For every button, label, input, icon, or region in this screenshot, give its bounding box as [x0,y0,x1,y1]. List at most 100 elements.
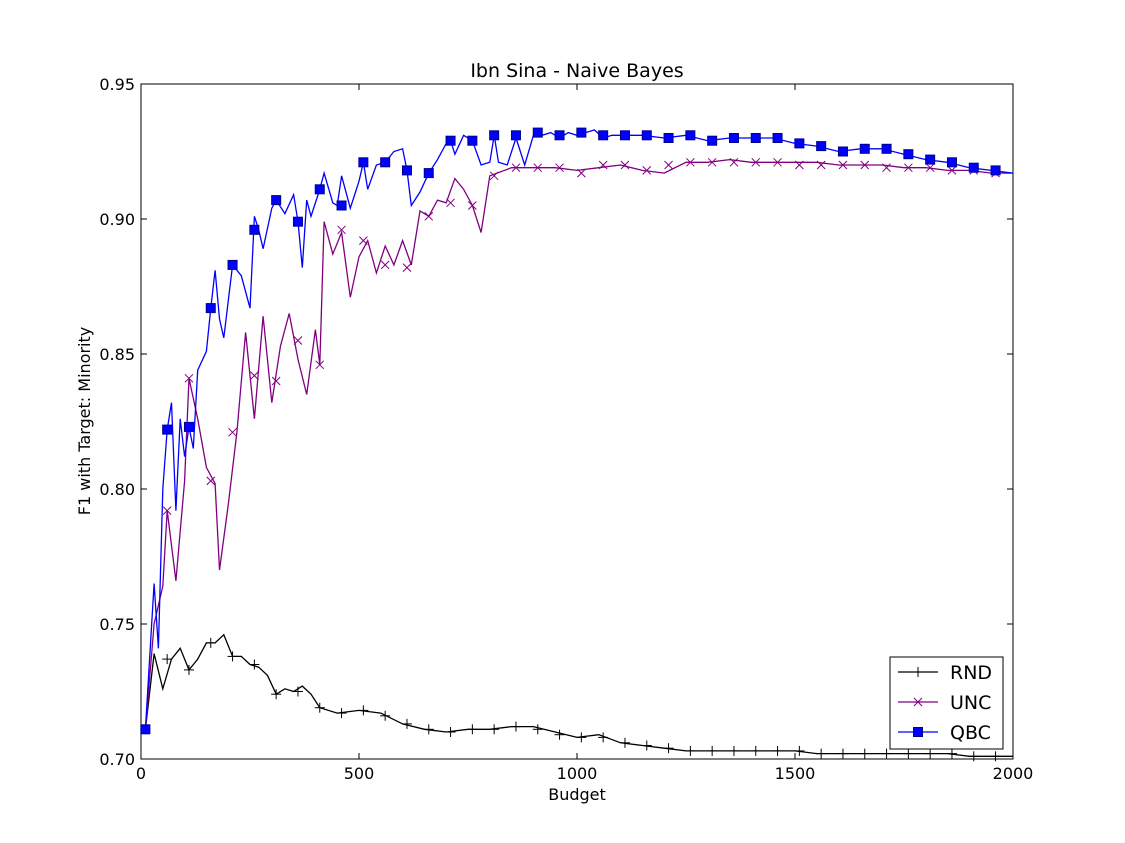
data-point-unc [424,211,434,221]
data-point-unc [184,373,194,383]
data-point-qbc [401,165,412,176]
data-point-rnd [271,689,282,700]
data-point-qbc [663,133,674,143]
data-point-rnd [990,751,1001,762]
data-point-rnd [728,745,739,756]
data-point-unc [773,157,782,167]
data-point-rnd [641,740,652,751]
data-point-rnd [423,724,434,735]
legend: RND UNC QBC [889,656,1004,750]
x-axis-label: Budget [548,785,606,804]
data-point-rnd [663,743,674,754]
data-point-unc [860,160,870,170]
data-point-rnd [946,748,957,759]
legend-frame [889,656,1004,750]
data-point-qbc [140,724,151,735]
axis-ticks: 0 500 1000 1500 2000 0.70 0.75 0.80 0.85 0.90 0.95 [99,75,1033,783]
data-point-rnd [510,721,521,732]
data-point-qbc [576,127,587,138]
legend-marker-qbc [913,727,923,737]
data-point-qbc [227,259,238,270]
data-point-unc [359,236,368,245]
data-point-unc [511,163,521,173]
data-point-qbc [707,135,718,146]
data-point-unc [707,157,717,167]
x-tick-label: 1000 [557,764,598,783]
data-point-qbc [990,165,1001,176]
data-point-rnd [598,732,609,743]
y-tick-label: 0.95 [99,75,135,94]
y-tick-label: 0.85 [99,345,135,364]
data-point-qbc [641,130,652,141]
legend-item-qbc: QBC [898,722,991,744]
data-point-unc [228,427,237,437]
data-point-unc [206,476,216,486]
y-tick-label: 0.75 [99,615,135,634]
data-point-rnd [445,727,456,737]
data-point-rnd [794,745,805,756]
data-point-qbc [968,162,979,173]
legend-item-unc: UNC [898,692,991,714]
data-point-qbc [750,133,761,143]
legend-label-rnd: RND [950,662,992,684]
data-point-qbc [314,184,325,195]
data-point-qbc [837,146,848,157]
data-point-unc [162,506,172,515]
data-point-unc [686,157,695,167]
y-tick-label: 0.70 [99,750,135,769]
y-tick-label: 0.90 [99,210,135,229]
data-point-rnd [380,710,391,721]
data-point-rnd [881,748,892,759]
data-point-unc [380,260,390,270]
data-point-qbc [859,143,870,154]
data-point-qbc [489,130,500,141]
data-point-qbc [598,130,609,141]
x-tick-label: 1500 [775,764,816,783]
y-tick-label: 0.80 [99,480,135,499]
data-point-rnd [685,745,696,756]
data-point-qbc [183,421,194,432]
plot-area [140,83,1014,760]
data-point-qbc [205,303,216,314]
data-point-unc [337,225,346,235]
data-point-qbc [423,168,434,179]
series-qbc [140,127,1014,735]
data-point-unc [795,160,804,170]
legend-label-qbc: QBC [950,722,991,744]
data-point-unc [925,163,935,173]
data-point-rnd [816,748,827,759]
data-point-rnd [750,745,761,756]
data-point-rnd [401,718,412,729]
data-point-rnd [576,732,587,743]
data-point-unc [751,157,761,167]
x-tick-label: 0 [136,764,146,783]
legend-marker-rnd [913,667,923,677]
data-point-rnd [707,745,718,756]
data-point-qbc [925,154,936,165]
data-point-unc [468,201,477,210]
data-point-unc [838,160,848,170]
data-point-qbc [510,130,521,141]
data-point-rnd [162,654,173,665]
data-point-qbc [445,135,456,146]
data-point-qbc [685,130,696,141]
data-point-unc [293,336,303,345]
data-point-qbc [794,138,805,149]
legend-label-unc: UNC [950,692,991,714]
data-point-rnd [903,748,914,759]
data-point-unc [577,168,586,178]
data-point-qbc [467,135,478,146]
data-point-qbc [903,149,914,160]
data-point-rnd [467,724,478,735]
data-point-unc [402,263,412,272]
data-point-qbc [554,130,565,141]
chart-title: Ibn Sina - Naive Bayes [470,60,683,82]
legend-marker-unc [913,697,923,707]
y-axis-label: F1 with Target: Minority [75,327,94,515]
data-point-rnd [532,724,543,735]
data-point-rnd [249,659,260,670]
data-point-qbc [249,224,260,235]
data-point-unc [555,163,564,173]
series-line-unc [144,158,1013,730]
